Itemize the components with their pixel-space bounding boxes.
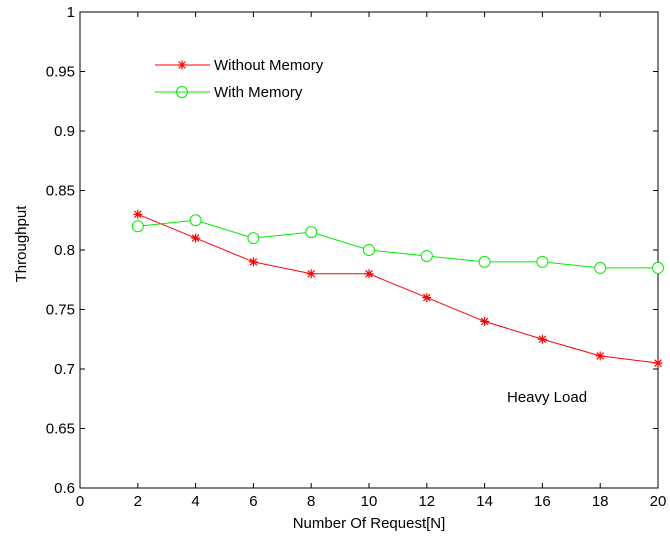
x-axis-label: Number Of Request[N] [293, 515, 446, 532]
tick-layer: 0 2 4 6 8 10 12 14 16 18 20 0.6 0.65 0.7 0.75 0.8 0.85 0.… [46, 4, 667, 510]
data-point-without-memory [653, 358, 663, 368]
data-point-without-memory [364, 269, 374, 279]
series-line-with-memory [137, 219, 658, 269]
data-point-without-memory [537, 334, 547, 344]
x-tick-label: 8 [307, 493, 315, 510]
x-tick-label: 16 [534, 493, 551, 510]
y-tick-label: 0.85 [46, 183, 75, 200]
data-point-with-memory [363, 244, 375, 256]
legend-asterisk-glyph [177, 60, 187, 70]
y-tick-label: 1 [67, 4, 75, 21]
x-tick-label: 14 [476, 493, 493, 510]
heavy-load-annotation: Heavy Load [507, 389, 587, 406]
data-point-without-memory [306, 269, 316, 279]
data-point-with-memory [594, 261, 607, 274]
x-tick-label: 0 [76, 493, 84, 510]
data-point-with-memory [305, 226, 318, 239]
x-tick-label: 6 [249, 493, 257, 510]
x-tick-label: 12 [418, 493, 435, 510]
y-tick-label: 0.9 [54, 123, 75, 140]
data-point-without-memory [191, 233, 201, 243]
legend-label-with-memory: With Memory [214, 84, 303, 101]
y-tick-label: 0.75 [46, 302, 75, 319]
legend-entry-with-memory: With Memory [155, 84, 303, 101]
x-tick-label: 10 [361, 493, 378, 510]
legend: Without Memory With Memory [155, 57, 324, 101]
data-point-with-memory [189, 214, 202, 227]
legend-label-without-memory: Without Memory [214, 57, 324, 74]
data-point-without-memory [595, 351, 605, 361]
series-layer [131, 209, 664, 368]
y-tick-label: 0.65 [46, 421, 75, 438]
x-tick-label: 4 [191, 493, 199, 510]
x-tick-label: 20 [650, 493, 667, 510]
y-tick-label: 0.8 [54, 242, 75, 259]
data-point-without-memory [248, 257, 258, 267]
x-tick-label: 18 [592, 493, 609, 510]
data-point-with-memory [420, 249, 433, 262]
data-point-without-memory [133, 209, 143, 219]
data-point-without-memory [480, 316, 490, 326]
y-tick-label: 0.95 [46, 64, 75, 81]
legend-entry-without-memory: Without Memory [155, 57, 324, 74]
x-tick-label: 2 [134, 493, 142, 510]
data-point-with-memory [131, 220, 144, 233]
data-point-with-memory [536, 255, 549, 268]
y-axis-label: Throughput [13, 205, 30, 283]
y-tick-label: 0.7 [54, 361, 75, 378]
series-line-without-memory [137, 213, 659, 364]
legend-asterisk-marker [177, 60, 187, 70]
y-tick-label: 0.6 [54, 480, 75, 497]
legend-circle-marker [176, 86, 188, 98]
data-point-with-memory [247, 232, 260, 245]
data-point-with-memory [652, 261, 664, 274]
data-point-with-memory [478, 255, 491, 268]
data-point-without-memory [422, 293, 432, 303]
